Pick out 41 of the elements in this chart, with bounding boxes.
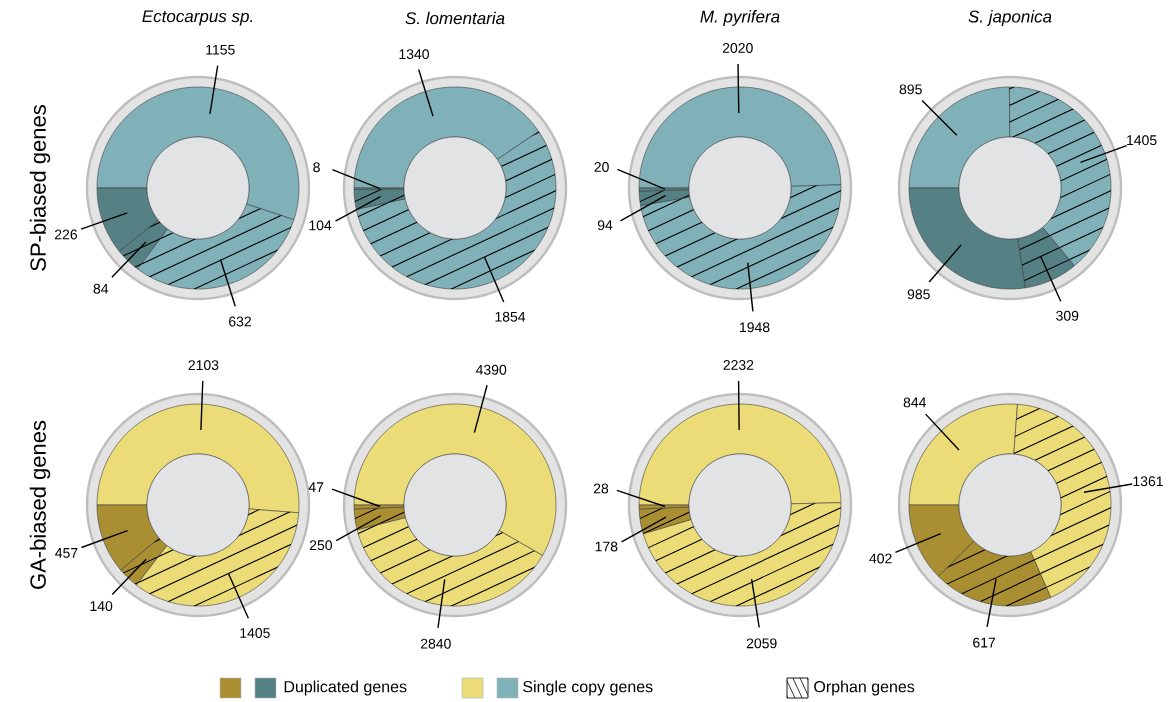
data-label: 140 — [90, 601, 113, 612]
data-label: 2020 — [722, 43, 753, 53]
data-label: 178 — [595, 541, 618, 552]
text: SP-biased genes — [29, 105, 51, 271]
data-label: 2840 — [420, 638, 451, 649]
data-label: 8 — [313, 162, 320, 173]
data-label: 20 — [594, 162, 609, 172]
chart-title: S. lomentaria — [405, 11, 505, 25]
data-label: 1948 — [740, 322, 770, 333]
chart-title: Ectocarpus sp. — [142, 10, 253, 26]
text: Orphan genes — [814, 680, 915, 696]
data-label: 94 — [597, 220, 613, 231]
chart-title: M. pyrifera — [700, 10, 780, 26]
data-label: 1405 — [240, 628, 270, 638]
data-label: 2232 — [723, 360, 754, 370]
data-label: 402 — [869, 553, 892, 564]
text: Single copy genes — [523, 680, 653, 696]
data-label: 457 — [55, 548, 78, 558]
data-label: 84 — [93, 283, 109, 294]
data-label: 1405 — [1127, 135, 1157, 146]
text: Duplicated genes — [284, 680, 407, 696]
text: GA-biased genes — [29, 420, 51, 589]
chart-title: S. japonica — [968, 10, 1052, 26]
data-label: 844 — [903, 397, 927, 408]
data-label: 309 — [1056, 310, 1079, 321]
data-label: 1361 — [1133, 476, 1163, 487]
data-label: 104 — [309, 220, 332, 231]
data-label: 226 — [54, 229, 77, 240]
data-label: 632 — [229, 316, 251, 327]
data-label: 4390 — [475, 364, 507, 375]
data-label: 250 — [309, 540, 333, 551]
data-label: 617 — [973, 637, 996, 648]
data-label: 47 — [308, 482, 324, 492]
data-label: 895 — [899, 84, 922, 95]
data-label: 985 — [907, 289, 930, 300]
data-label: 2059 — [746, 638, 777, 649]
data-label: 1340 — [399, 49, 429, 60]
data-label: 28 — [593, 483, 609, 494]
data-label: 1155 — [206, 44, 235, 55]
data-label: 1854 — [495, 311, 526, 322]
data-label: 2103 — [188, 360, 219, 371]
